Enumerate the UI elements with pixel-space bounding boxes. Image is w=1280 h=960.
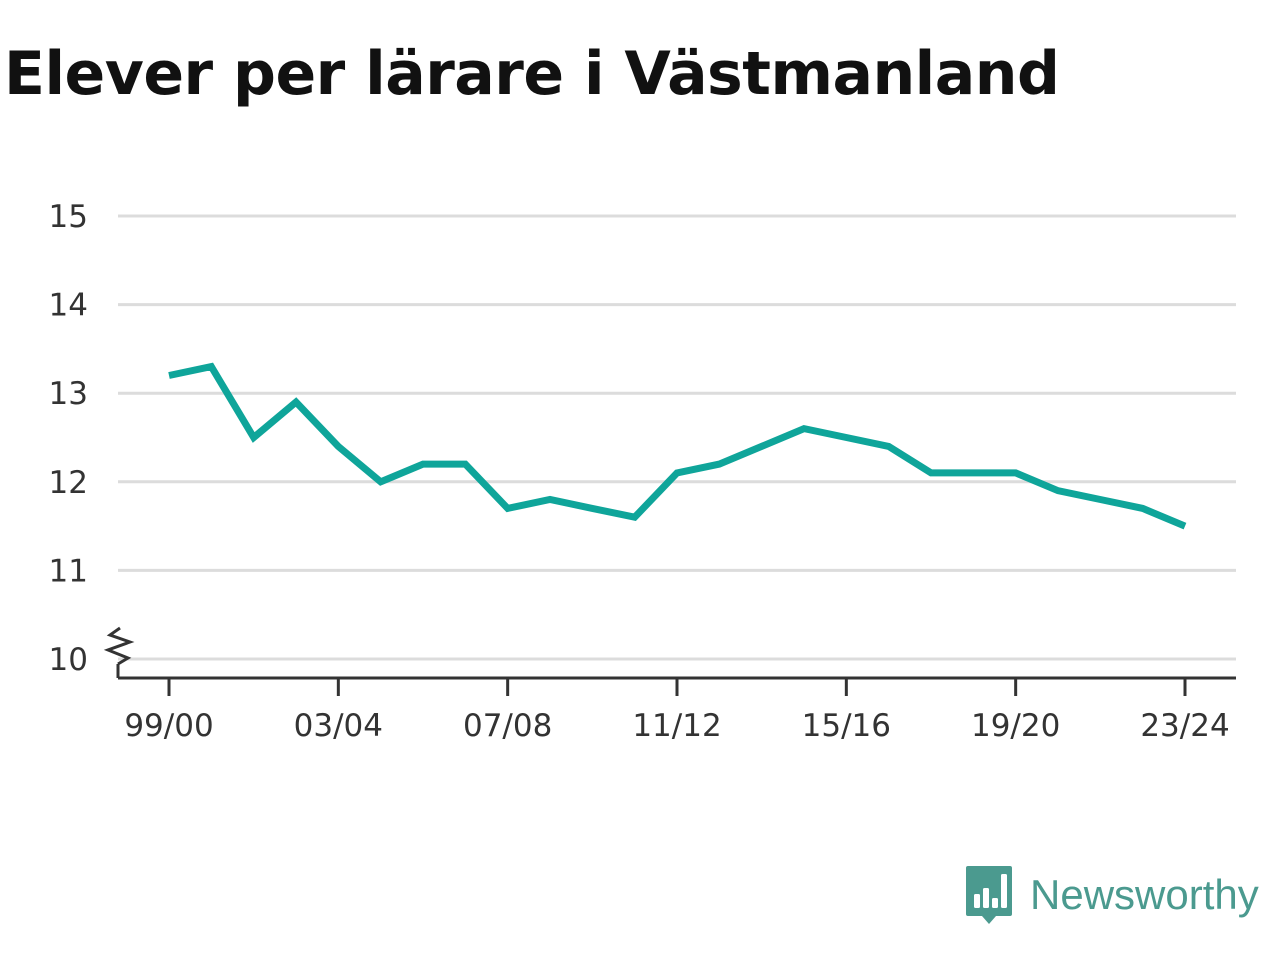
x-tick-label-99-00: 99/00 <box>124 708 213 744</box>
data-point-07-08 <box>507 508 508 509</box>
y-axis-labels: 10 11 12 13 14 15 <box>49 199 88 678</box>
x-tick-label-03-04: 03/04 <box>294 708 383 744</box>
data-point-14-15 <box>804 428 805 429</box>
brand-name: Newsworthy <box>1030 871 1259 918</box>
newsworthy-logo-icon <box>966 866 1012 924</box>
data-point-10-11 <box>634 517 635 518</box>
data-point-21-22 <box>1100 499 1101 500</box>
data-point-15-16 <box>846 437 847 438</box>
data-point-19-20 <box>1015 472 1016 473</box>
data-point-99-00 <box>169 375 170 376</box>
data-point-12-13 <box>719 464 720 465</box>
x-axis-ticks <box>167 678 1187 696</box>
y-axis-break <box>103 626 135 666</box>
data-point-20-21 <box>1058 490 1059 491</box>
data-point-01-02 <box>253 437 254 438</box>
data-point-06-07 <box>465 464 466 465</box>
data-point-03-04 <box>338 446 339 447</box>
grid-lines <box>118 214 1236 661</box>
data-point-11-12 <box>677 472 678 473</box>
data-point-00-01 <box>211 366 212 367</box>
data-point-16-17 <box>888 446 889 447</box>
x-tick-label-11-12: 11/12 <box>632 708 721 744</box>
x-axis-labels: 99/00 03/04 07/08 11/12 15/16 19/20 23/24 <box>124 708 1229 744</box>
axes <box>103 626 1236 680</box>
data-point-09-10 <box>592 508 593 509</box>
data-point-08-09 <box>550 499 551 500</box>
data-point-13-14 <box>761 446 762 447</box>
data-point-04-05 <box>380 481 381 482</box>
series-line-0 <box>168 362 1187 530</box>
data-point-02-03 <box>296 402 297 403</box>
x-tick-label-19-20: 19/20 <box>971 708 1060 744</box>
brand-logo[interactable]: Newsworthy <box>964 864 1259 926</box>
data-point-17-18 <box>931 472 932 473</box>
y-tick-label-14: 14 <box>49 288 88 324</box>
y-tick-label-11: 11 <box>49 553 88 589</box>
y-tick-label-15: 15 <box>49 199 88 235</box>
data-point-05-06 <box>423 464 424 465</box>
y-tick-label-13: 13 <box>49 376 88 412</box>
y-tick-label-10: 10 <box>49 642 88 678</box>
series-group <box>168 362 1187 530</box>
x-tick-label-23-24: 23/24 <box>1140 708 1229 744</box>
data-point-18-19 <box>973 472 974 473</box>
data-point-23-24 <box>1185 526 1186 527</box>
x-tick-label-07-08: 07/08 <box>463 708 552 744</box>
y-tick-label-12: 12 <box>49 465 88 501</box>
x-tick-label-15-16: 15/16 <box>802 708 891 744</box>
chart-title: Elever per lärare i Västmanland <box>4 39 1060 109</box>
data-point-22-23 <box>1142 508 1143 509</box>
